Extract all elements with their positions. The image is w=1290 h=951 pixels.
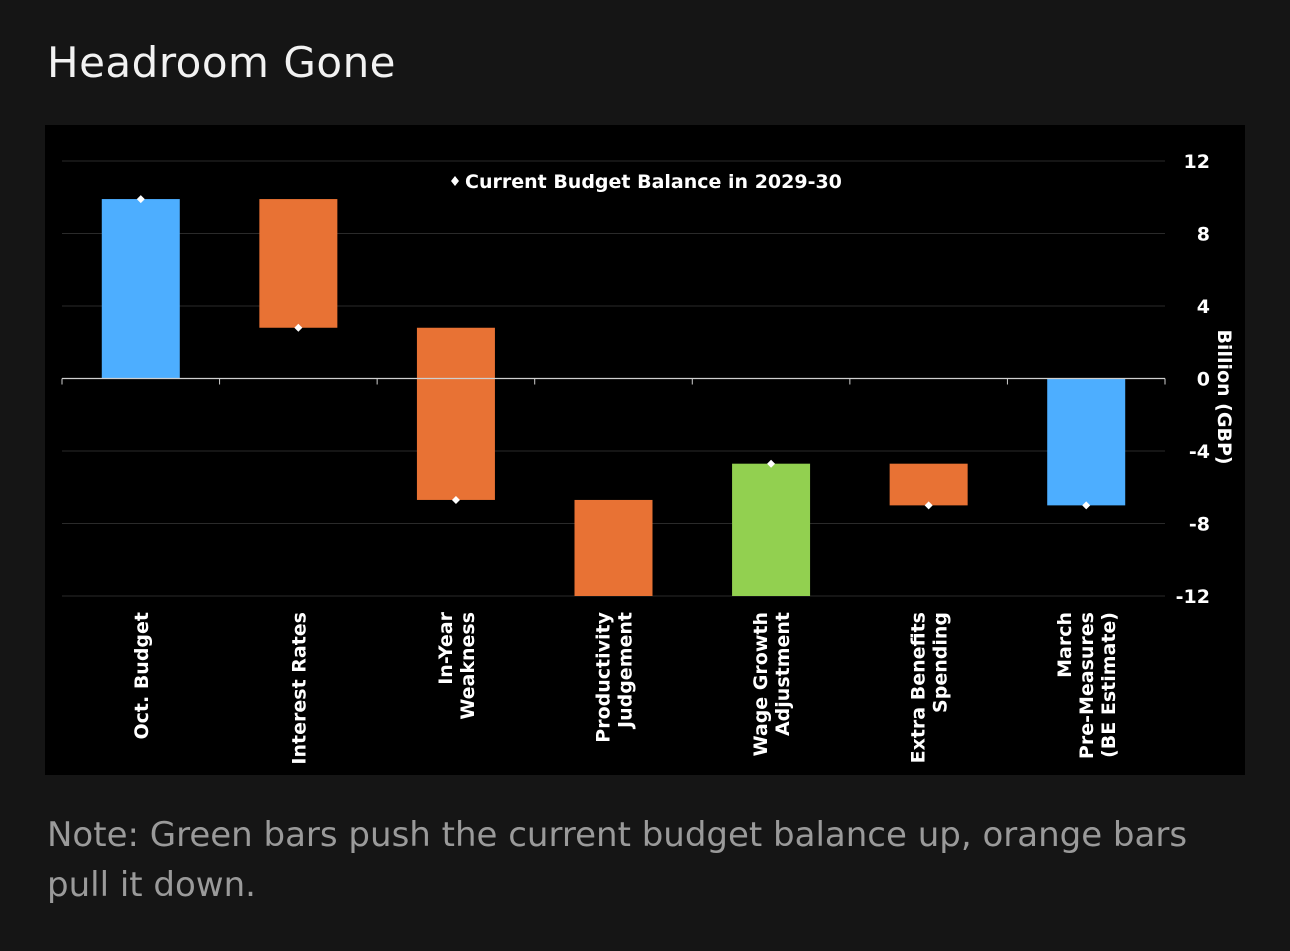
y-tick-label: -4	[1189, 441, 1210, 463]
bar-decrease	[889, 463, 968, 506]
legend: Current Budget Balance in 2029-30	[451, 171, 842, 193]
balance-point	[294, 323, 303, 332]
balance-point	[924, 501, 933, 510]
chart-panel: 12 8 4 0 -4 -8 -12 Oct. Budget Interest Rates In…	[45, 125, 1245, 775]
x-tick-label: Weakness	[457, 612, 479, 720]
bar-total	[101, 199, 180, 379]
balance-point	[767, 459, 776, 468]
x-tick-label: Adjustment	[772, 612, 794, 736]
y-tick-label: -12	[1176, 586, 1210, 608]
x-tick-label: Pre-Measures	[1076, 612, 1098, 759]
waterfall-chart: 12 8 4 0 -4 -8 -12 Oct. Budget Interest Rates In…	[61, 151, 1235, 765]
y-tick-label: -8	[1189, 514, 1210, 536]
x-tick-label: In-Year	[435, 611, 457, 684]
bar-increase	[732, 463, 811, 596]
balance-point	[1082, 501, 1091, 510]
bar-total	[1047, 378, 1126, 506]
x-tick-label: Extra Benefits	[908, 612, 930, 763]
y-tick-label: 12	[1184, 151, 1210, 173]
y-tick-label: 0	[1197, 369, 1210, 391]
bar-decrease	[416, 327, 495, 500]
x-tick-label: Judgement	[615, 612, 637, 730]
chart-note: Note: Green bars push the current budget…	[47, 815, 1188, 905]
x-tick-label: (BE Estimate)	[1098, 612, 1120, 758]
x-tick-label: Wage Growth	[750, 612, 772, 756]
x-tick-label: March	[1054, 612, 1076, 678]
y-tick-label: 4	[1197, 296, 1210, 318]
x-tick-label: Oct. Budget	[131, 612, 153, 740]
x-tick-label: Spending	[930, 612, 952, 713]
y-axis-label: Billion (GBP)	[1213, 329, 1235, 464]
legend-diamond-icon	[451, 176, 459, 186]
y-tick-label: 8	[1197, 224, 1210, 246]
bar-decrease	[574, 499, 653, 596]
x-tick-label: Productivity	[593, 611, 615, 742]
legend-label: Current Budget Balance in 2029-30	[465, 171, 842, 193]
bar-decrease	[259, 199, 338, 328]
x-tick-label: Interest Rates	[288, 612, 310, 765]
balance-point	[451, 495, 460, 504]
balance-point	[136, 195, 145, 204]
page-title: Headroom Gone	[47, 38, 397, 87]
